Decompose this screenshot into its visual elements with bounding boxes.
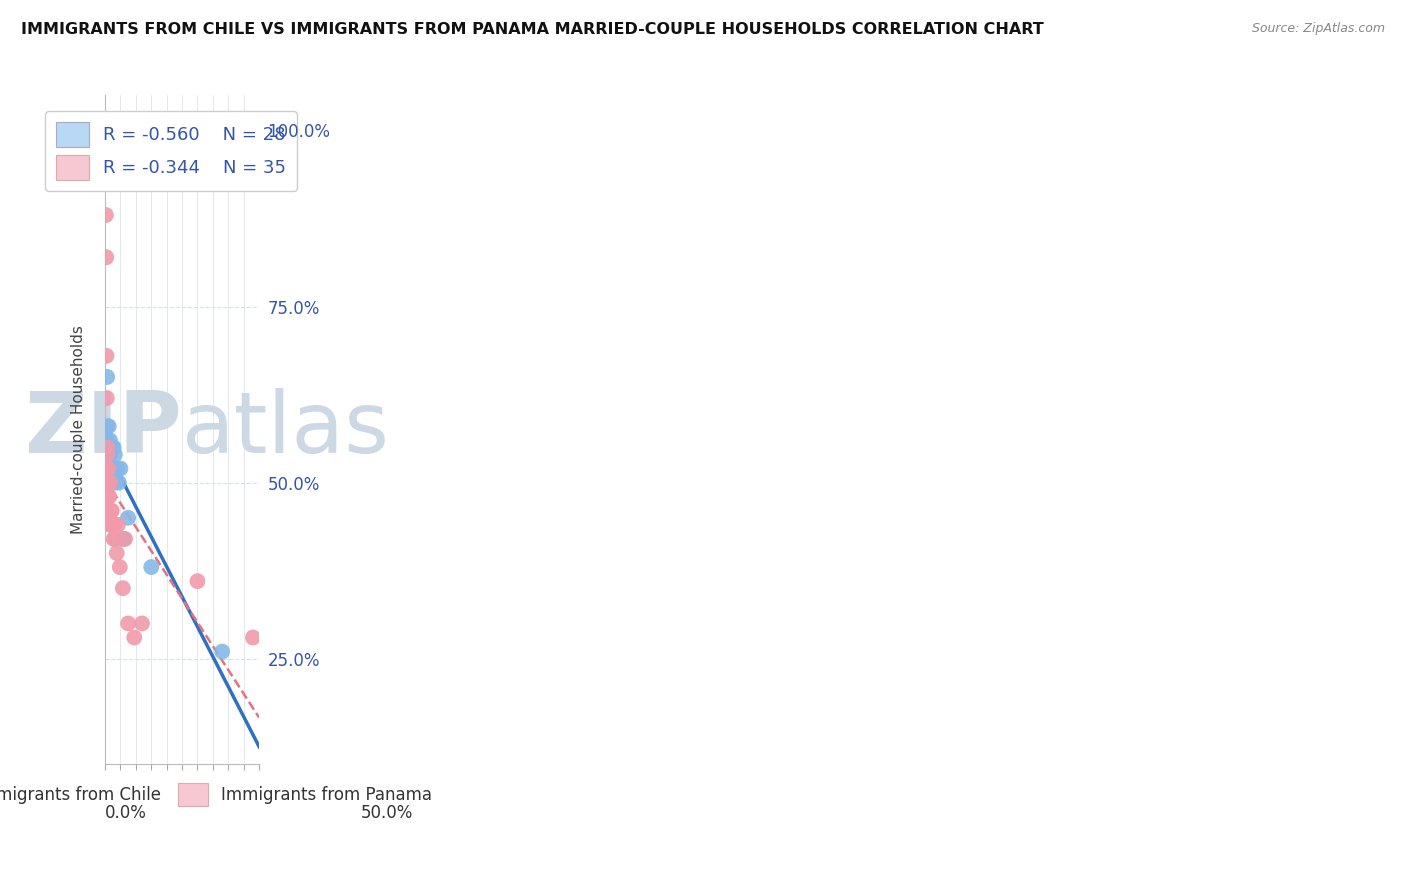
Point	[97, 461, 120, 475]
Text: 0.0%: 0.0%	[105, 805, 146, 822]
Point	[186, 574, 208, 589]
Text: Source: ZipAtlas.com: Source: ZipAtlas.com	[1251, 22, 1385, 36]
Point	[98, 490, 121, 504]
Point	[104, 447, 127, 461]
Point	[96, 475, 118, 490]
Point	[96, 349, 118, 363]
Point	[211, 644, 233, 658]
Point	[98, 447, 121, 461]
Point	[108, 475, 131, 490]
Point	[98, 441, 121, 455]
Text: IMMIGRANTS FROM CHILE VS IMMIGRANTS FROM PANAMA MARRIED-COUPLE HOUSEHOLDS CORREL: IMMIGRANTS FROM CHILE VS IMMIGRANTS FROM…	[21, 22, 1043, 37]
Point	[97, 447, 120, 461]
Point	[100, 504, 122, 518]
Text: atlas: atlas	[183, 388, 389, 471]
Point	[112, 532, 135, 546]
Point	[104, 532, 127, 546]
Point	[98, 461, 121, 475]
Point	[98, 475, 121, 490]
Text: 50.0%: 50.0%	[361, 805, 413, 822]
Point	[111, 581, 134, 595]
Point	[108, 560, 131, 574]
Point	[97, 490, 120, 504]
Point	[100, 461, 122, 475]
Point	[97, 475, 120, 490]
Point	[97, 441, 120, 455]
Point	[100, 517, 122, 532]
Point	[105, 461, 128, 475]
Point	[96, 475, 118, 490]
Point	[96, 461, 118, 475]
Legend: Immigrants from Chile, Immigrants from Panama: Immigrants from Chile, Immigrants from P…	[0, 776, 439, 813]
Point	[97, 461, 120, 475]
Point	[96, 370, 118, 384]
Text: ZIP: ZIP	[24, 388, 183, 471]
Point	[97, 461, 120, 475]
Point	[141, 560, 163, 574]
Point	[97, 419, 120, 434]
Point	[98, 447, 121, 461]
Point	[124, 631, 146, 645]
Point	[103, 441, 125, 455]
Point	[96, 391, 118, 405]
Point	[100, 461, 122, 475]
Point	[100, 461, 122, 475]
Point	[101, 441, 124, 455]
Point	[110, 461, 132, 475]
Point	[97, 419, 120, 434]
Point	[98, 475, 121, 490]
Point	[101, 517, 124, 532]
Point	[98, 434, 121, 448]
Point	[117, 510, 139, 524]
Point	[96, 434, 118, 448]
Point	[96, 447, 118, 461]
Point	[96, 441, 118, 455]
Point	[103, 532, 125, 546]
Point	[94, 208, 117, 222]
Point	[131, 616, 153, 631]
Point	[98, 504, 121, 518]
Y-axis label: Married-couple Households: Married-couple Households	[72, 326, 86, 534]
Point	[98, 504, 121, 518]
Point	[100, 517, 122, 532]
Point	[103, 517, 125, 532]
Point	[117, 616, 139, 631]
Point	[100, 504, 122, 518]
Point	[104, 475, 127, 490]
Point	[105, 546, 128, 560]
Point	[107, 517, 129, 532]
Point	[97, 490, 120, 504]
Point	[114, 532, 136, 546]
Point	[242, 631, 264, 645]
Point	[96, 250, 118, 264]
